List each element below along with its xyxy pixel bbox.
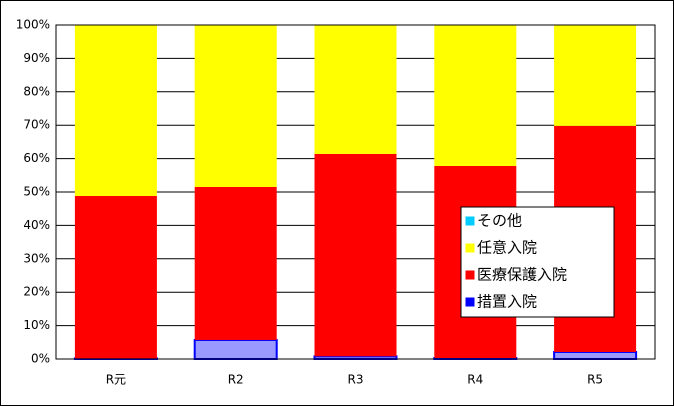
x-tick-label: R4 [467,373,483,387]
legend-label: 医療保護入院 [477,266,567,284]
x-tick-label: R3 [348,373,364,387]
bar-segment [553,350,638,360]
bar-segment [194,25,277,187]
y-tick-label: 0% [31,352,50,366]
bar-segment [193,338,278,361]
bar-segment [74,25,157,197]
y-tick-label: 90% [23,51,50,65]
bar-segment [194,186,277,340]
bar-segment [314,153,397,357]
y-tick-label: 60% [23,151,50,165]
y-tick-label: 10% [23,318,50,332]
legend-swatch [465,270,475,280]
y-tick-label: 30% [23,251,50,265]
legend-swatch [465,243,475,253]
y-tick-label: 70% [23,118,50,132]
bar-segment [554,25,637,126]
bar-segment [314,25,397,154]
y-tick-label: 20% [23,285,50,299]
plot-border [55,24,656,360]
x-tick-label: R2 [228,373,244,387]
y-tick-label: 80% [23,84,50,98]
legend-label: 任意入院 [477,239,537,257]
legend-box [460,206,615,318]
x-tick-label: R元 [106,373,126,387]
legend-swatch [465,297,475,307]
y-tick-label: 40% [23,218,50,232]
legend-swatch [465,216,475,226]
y-tick-label: 50% [23,185,50,199]
y-tick-label: 100% [16,18,50,32]
legend-label: 措置入院 [477,293,537,311]
x-tick-label: R5 [587,373,603,387]
bar-segment [434,25,517,166]
bar-segment [74,196,157,359]
legend-label: その他 [477,212,522,230]
